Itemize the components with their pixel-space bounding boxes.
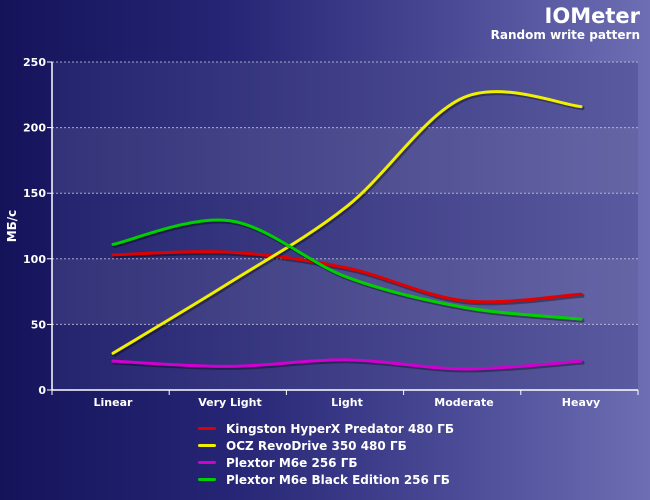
plot-area bbox=[52, 62, 638, 390]
legend: Kingston HyperX Predator 480 ГБ OCZ RevoD… bbox=[198, 420, 454, 488]
legend-swatch bbox=[198, 461, 216, 464]
legend-item: Kingston HyperX Predator 480 ГБ bbox=[198, 420, 454, 437]
legend-label: OCZ RevoDrive 350 480 ГБ bbox=[226, 438, 407, 453]
x-tick-label: Heavy bbox=[562, 396, 600, 409]
grid-band bbox=[52, 258, 638, 325]
x-tick-label: Moderate bbox=[434, 396, 493, 409]
legend-item: Plextor M6e 256 ГБ bbox=[198, 454, 454, 471]
legend-item: OCZ RevoDrive 350 480 ГБ bbox=[198, 437, 454, 454]
y-tick-label: 200 bbox=[23, 122, 46, 135]
x-tick-label: Very Light bbox=[198, 396, 262, 409]
legend-item: Plextor M6e Black Edition 256 ГБ bbox=[198, 471, 454, 488]
x-tick-label: Linear bbox=[94, 396, 133, 409]
legend-label: Plextor M6e Black Edition 256 ГБ bbox=[226, 472, 450, 487]
legend-label: Kingston HyperX Predator 480 ГБ bbox=[226, 421, 454, 436]
legend-label: Plextor M6e 256 ГБ bbox=[226, 455, 358, 470]
legend-swatch bbox=[198, 427, 216, 430]
series-line-4 bbox=[111, 218, 583, 321]
y-tick-label: 100 bbox=[23, 253, 46, 266]
legend-swatch bbox=[198, 478, 216, 481]
x-tick-label: Light bbox=[331, 396, 363, 409]
series-shadow-2 bbox=[112, 91, 585, 357]
chart-title: IOMeter bbox=[544, 4, 640, 28]
series-line-1 bbox=[111, 250, 583, 304]
legend-swatch bbox=[198, 444, 216, 447]
chart-subtitle: Random write pattern bbox=[490, 28, 640, 42]
y-tick-label: 150 bbox=[23, 187, 46, 200]
y-tick-label: 0 bbox=[38, 384, 46, 397]
grid-band bbox=[52, 127, 638, 194]
series-line-2 bbox=[111, 90, 583, 355]
y-tick-label: 250 bbox=[23, 56, 46, 69]
y-tick-label: 50 bbox=[31, 318, 47, 331]
y-axis-label: МБ/с bbox=[5, 210, 19, 243]
series-line-3 bbox=[111, 358, 583, 371]
